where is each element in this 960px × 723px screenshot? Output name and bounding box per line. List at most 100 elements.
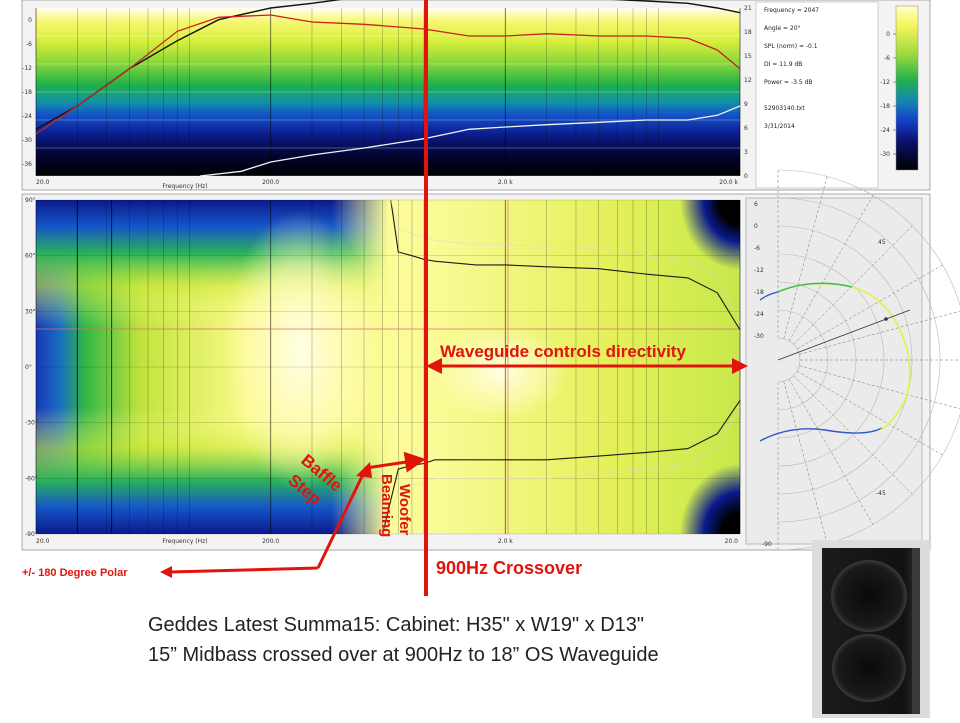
spectrum-y-tick-right: 21 bbox=[744, 5, 752, 12]
spectrum-y-tick-right: 9 bbox=[744, 101, 748, 108]
polar-tick: -24 bbox=[754, 311, 764, 318]
annotations: 900Hz Crossover Waveguide controls direc… bbox=[22, 0, 748, 596]
polar-spoke bbox=[788, 195, 874, 342]
spectrum-y-tick-left: -6 bbox=[26, 41, 32, 48]
spectrum-y-tick-right: 3 bbox=[744, 149, 748, 156]
info-panel: Frequency = 2047 Angle = 20° SPL (norm) = … bbox=[755, 1, 879, 189]
sonogram-contour-lower-faint bbox=[382, 406, 741, 535]
spectrum-y-tick-left: -24 bbox=[22, 113, 32, 120]
spectrum-x-label: Frequency (Hz) bbox=[162, 183, 207, 190]
info-line: 52903140.txt bbox=[764, 105, 805, 112]
info-panel-box bbox=[755, 1, 879, 189]
spectrum-x-tick: 20.0 bbox=[36, 179, 50, 186]
baffle-line bbox=[316, 467, 368, 569]
polar-tick: -12 bbox=[754, 267, 764, 274]
spectrum-x-tick: 20.0 k bbox=[719, 179, 738, 186]
waveguide-horn bbox=[831, 560, 907, 632]
polar-cursor-dot bbox=[884, 317, 888, 321]
spectrum-y-tick-right: 12 bbox=[744, 77, 752, 84]
polar-ticks: 6 0 -6 -12 -18 -24 -30 bbox=[754, 201, 764, 340]
sonogram-x-tick: 20.0 bbox=[36, 538, 50, 545]
sonogram-hotspot-mid bbox=[225, 210, 375, 490]
sonogram-x-tick: 20.0 bbox=[725, 538, 739, 545]
spectrum-y-tick-right: 6 bbox=[744, 125, 748, 132]
info-line: Power = -3.5 dB bbox=[764, 79, 813, 86]
colorbar-tick-label: 0 bbox=[886, 31, 890, 38]
spectrum-y-tick-right: 0 bbox=[744, 173, 748, 180]
polar-chart: 6 0 -6 -12 -18 -24 -30 45 -45 -90 bbox=[745, 169, 960, 551]
cabinet-side bbox=[912, 548, 920, 714]
polar-note-arrow-head bbox=[160, 566, 172, 578]
sonogram-x-ticks: 20.0 200.0 2.0 k 20.0 bbox=[36, 538, 738, 545]
caption-line-1: Geddes Latest Summa15: Cabinet: H35" x W… bbox=[148, 614, 644, 636]
speaker-photo bbox=[812, 540, 930, 718]
polar-tick: 0 bbox=[754, 223, 758, 230]
polar-spoke bbox=[793, 225, 913, 345]
polar-note-label: +/- 180 Degree Polar bbox=[22, 567, 128, 579]
spectrum-y-tick-left: 0 bbox=[28, 17, 32, 24]
polar-background bbox=[745, 197, 923, 545]
sonogram-y-tick: 90° bbox=[25, 197, 36, 204]
polar-spoke bbox=[783, 381, 828, 544]
polar-tick: -30 bbox=[754, 333, 764, 340]
sonogram-y-tick: 0° bbox=[25, 364, 32, 371]
sonogram-x-label: Frequency (Hz) bbox=[162, 538, 207, 545]
sonogram-y-ticks: 90° 60° 30° 0° -30° -60° -90° bbox=[25, 197, 38, 538]
spectrum-y-tick-right: 15 bbox=[744, 53, 752, 60]
polar-note-arrow-shaft bbox=[169, 566, 319, 574]
waveguide-label: Waveguide controls directivity bbox=[440, 342, 686, 361]
colorbar-gradient bbox=[895, 5, 919, 171]
info-lines: Frequency = 2047 Angle = 20° SPL (norm) = … bbox=[764, 7, 819, 130]
sonogram-y-tick: -60° bbox=[25, 475, 38, 482]
polar-arc-upper bbox=[759, 291, 779, 301]
colorbar-tick-label: -24 bbox=[880, 127, 890, 134]
sonogram-y-tick: 60° bbox=[25, 253, 36, 260]
polar-arc-lower bbox=[759, 427, 883, 442]
spectrum-x-tick: 200.0 bbox=[262, 179, 279, 186]
colorbar: 0 -6 -12 -18 -24 -30 bbox=[880, 5, 919, 171]
spectrum-y-tick-right: 18 bbox=[744, 29, 752, 36]
sonogram-null-top bbox=[680, 200, 740, 270]
woofer-driver bbox=[832, 634, 906, 702]
polar-spoke bbox=[796, 370, 943, 456]
polar-tick: -6 bbox=[754, 245, 760, 252]
spectrum-y-tick-left: -18 bbox=[22, 89, 32, 96]
sonogram-null-bottom bbox=[680, 464, 740, 534]
spectrum-y-tick-left: -12 bbox=[22, 65, 32, 72]
info-line: 3/31/2014 bbox=[764, 123, 795, 130]
sonogram-chart: 90°60°30°0°-30°-60°-90° 20.0 200.0 2.0 k 20… bbox=[25, 197, 741, 545]
colorbar-tick-label: -18 bbox=[880, 103, 890, 110]
spectrum-chart: 21 18 15 12 9 6 3 0 0 -6 -12 -18 -24 -30 -36 20.0 200.… bbox=[22, 0, 752, 190]
polar-spoke bbox=[788, 378, 874, 525]
polar-cursor-line bbox=[777, 309, 911, 361]
polar-spoke bbox=[783, 176, 828, 339]
caption-line-2: 15” Midbass crossed over at 900Hz to 18”… bbox=[148, 644, 659, 666]
polar-tick: 6 bbox=[754, 201, 758, 208]
polar-spoke bbox=[793, 375, 913, 495]
polar-spoke bbox=[799, 365, 960, 410]
polar-response-arc-green bbox=[777, 282, 853, 293]
spectrum-left-ticks: 0 -6 -12 -18 -24 -30 -36 bbox=[22, 17, 32, 168]
sonogram-hotspot-axis bbox=[430, 324, 570, 420]
polar-grid bbox=[777, 169, 960, 551]
waveguide-arrow-right bbox=[732, 358, 748, 374]
polar-angle-neg90: -90 bbox=[762, 541, 772, 548]
crossover-label: 900Hz Crossover bbox=[436, 558, 582, 578]
baffle-arrow-head bbox=[356, 462, 372, 478]
sonogram-x-tick: 2.0 k bbox=[498, 538, 513, 545]
spectrum-curve-on-axis bbox=[35, 0, 741, 130]
spectrum-curve-di bbox=[199, 105, 741, 177]
colorbar-tick-label: -30 bbox=[880, 151, 890, 158]
spectrum-y-tick-left: -36 bbox=[22, 161, 32, 168]
sonogram-y-tick: -90° bbox=[25, 531, 38, 538]
woofer-arrow bbox=[365, 451, 426, 473]
polar-spoke bbox=[799, 310, 960, 355]
sonogram-contour-upper bbox=[390, 199, 741, 331]
polar-ring bbox=[777, 169, 960, 551]
spectrum-x-tick: 2.0 k bbox=[498, 179, 513, 186]
polar-angle-45: 45 bbox=[878, 239, 886, 246]
colorbar-ticks: 0 -6 -12 -18 -24 -30 bbox=[880, 31, 896, 158]
woofer-label-1: Woofer bbox=[396, 484, 413, 536]
polar-spoke bbox=[796, 264, 943, 350]
colorbar-tick-label: -12 bbox=[880, 79, 890, 86]
